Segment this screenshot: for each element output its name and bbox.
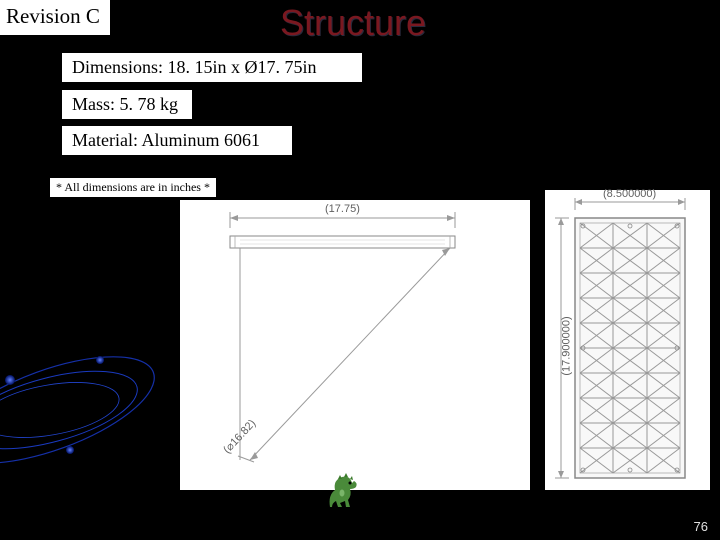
spec-mass: Mass: 5. 78 kg — [62, 90, 192, 119]
swirl-decoration — [0, 260, 210, 510]
left-dim-top: (17.75) — [325, 203, 360, 215]
right-dim-width: (8.500000) — [603, 188, 656, 200]
revision-badge: Revision C — [0, 0, 110, 35]
page-title: Structure — [280, 2, 426, 44]
left-drawing-panel: (17.75) (⌀16.82) — [180, 200, 530, 490]
right-dim-height: (17.900000) — [561, 316, 573, 375]
dimensions-note: * All dimensions are in inches * — [50, 178, 216, 197]
right-drawing-panel: (8.500000) (17.900000) — [545, 190, 710, 490]
dinosaur-icon — [320, 465, 370, 515]
page-number: 76 — [694, 519, 708, 534]
spec-material: Material: Aluminum 6061 — [62, 126, 292, 155]
spec-dimensions: Dimensions: 18. 15in x Ø17. 75in — [62, 53, 362, 82]
